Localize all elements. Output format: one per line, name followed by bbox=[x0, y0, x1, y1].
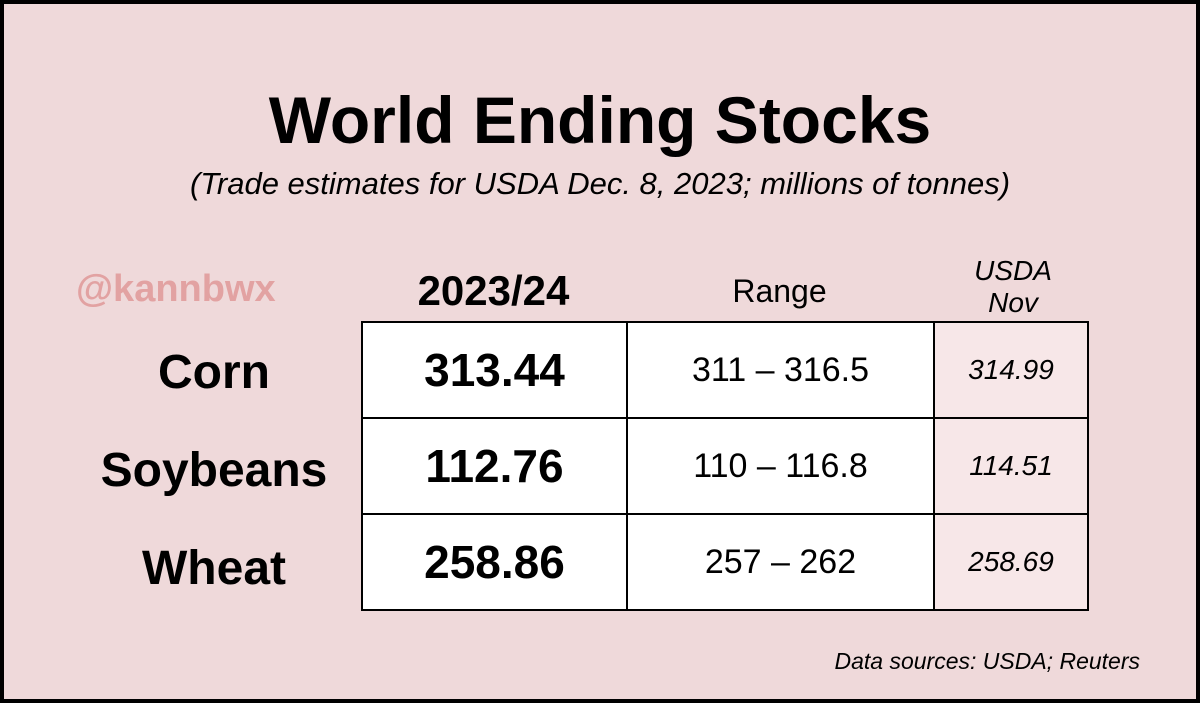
title: World Ending Stocks bbox=[268, 83, 932, 157]
column-header: USDA Nov bbox=[974, 255, 1052, 318]
row: 258.86 257 – 262 258.69 bbox=[361, 513, 1089, 611]
usda-nov: 114.51 bbox=[933, 417, 1089, 515]
row-label: Wheat bbox=[142, 541, 286, 595]
subtitle: (Trade estimates for USDA Dec. 8, 2023; … bbox=[189, 166, 1011, 201]
range: 311 – 316.5 bbox=[626, 321, 935, 419]
row-label: Corn bbox=[158, 345, 270, 399]
usda-nov: 258.69 bbox=[933, 513, 1089, 611]
range: 257 – 262 bbox=[626, 513, 935, 611]
row: 112.76 110 – 116.8 114.51 bbox=[361, 417, 1089, 515]
row: 313.44 311 – 316.5 314.99 bbox=[361, 321, 1089, 419]
source: Data sources: USDA; Reuters bbox=[834, 648, 1140, 674]
column-header: Range bbox=[732, 272, 827, 309]
table: 313.44 311 – 316.5 314.99 112.76 110 – 1… bbox=[361, 321, 1089, 611]
estimate: 258.86 bbox=[361, 513, 628, 611]
watermark: @kannbwx bbox=[76, 268, 276, 310]
estimate: 112.76 bbox=[361, 417, 628, 515]
usda-nov: 314.99 bbox=[933, 321, 1089, 419]
column-header: 2023/24 bbox=[417, 267, 570, 314]
row-label: Soybeans bbox=[100, 443, 328, 497]
estimate: 313.44 bbox=[361, 321, 628, 419]
range: 110 – 116.8 bbox=[626, 417, 935, 515]
